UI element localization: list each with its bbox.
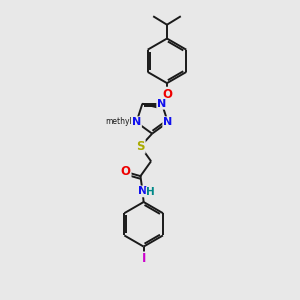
Text: methyl: methyl xyxy=(105,117,132,126)
Text: N: N xyxy=(138,186,147,197)
Text: H: H xyxy=(146,188,155,197)
Text: N: N xyxy=(157,99,167,109)
Text: S: S xyxy=(136,140,145,153)
Text: I: I xyxy=(141,252,146,266)
Text: N: N xyxy=(163,117,172,127)
Text: O: O xyxy=(162,88,172,101)
Text: N: N xyxy=(132,117,141,127)
Text: O: O xyxy=(121,165,130,178)
